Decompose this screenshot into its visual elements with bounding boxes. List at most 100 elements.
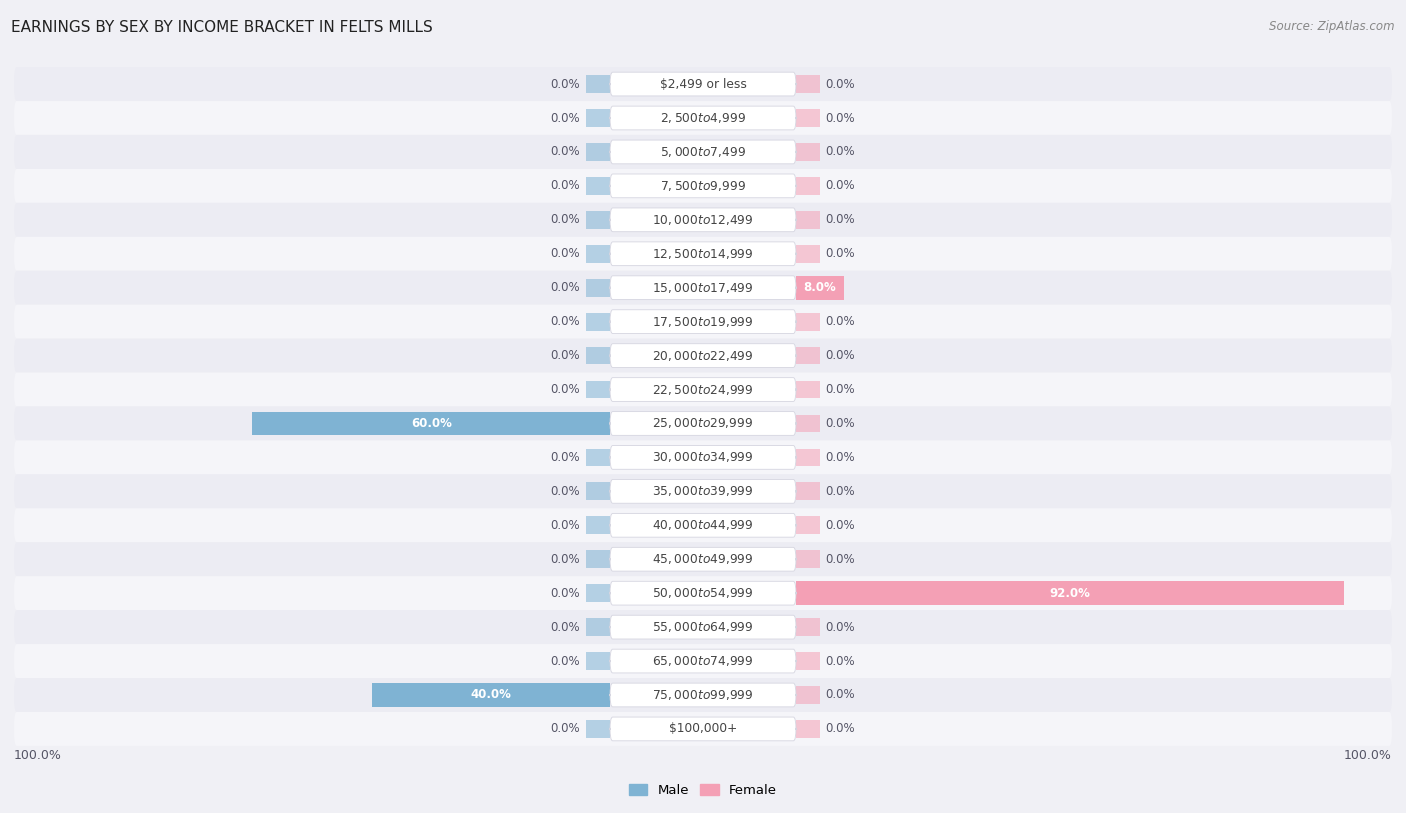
Text: 0.0%: 0.0% <box>825 723 855 736</box>
Text: $35,000 to $39,999: $35,000 to $39,999 <box>652 485 754 498</box>
Bar <box>796 720 820 738</box>
Bar <box>796 143 820 161</box>
Text: 0.0%: 0.0% <box>551 451 581 464</box>
FancyBboxPatch shape <box>610 378 796 402</box>
Text: 0.0%: 0.0% <box>825 111 855 124</box>
Bar <box>586 313 610 331</box>
FancyBboxPatch shape <box>610 140 796 164</box>
Bar <box>796 652 820 670</box>
FancyBboxPatch shape <box>610 581 796 605</box>
Bar <box>586 143 610 161</box>
FancyBboxPatch shape <box>14 169 1392 203</box>
FancyBboxPatch shape <box>610 514 796 537</box>
FancyBboxPatch shape <box>14 305 1392 339</box>
Text: 100.0%: 100.0% <box>1344 749 1392 762</box>
Bar <box>586 720 610 738</box>
Bar <box>796 75 820 93</box>
FancyBboxPatch shape <box>610 649 796 673</box>
Text: $17,500 to $19,999: $17,500 to $19,999 <box>652 315 754 328</box>
Text: Source: ZipAtlas.com: Source: ZipAtlas.com <box>1270 20 1395 33</box>
Text: 0.0%: 0.0% <box>551 587 581 600</box>
Text: 100.0%: 100.0% <box>14 749 62 762</box>
FancyBboxPatch shape <box>610 446 796 469</box>
Text: 0.0%: 0.0% <box>825 77 855 90</box>
FancyBboxPatch shape <box>14 576 1392 610</box>
Bar <box>796 109 820 127</box>
Text: 0.0%: 0.0% <box>825 383 855 396</box>
Text: 0.0%: 0.0% <box>551 77 581 90</box>
Bar <box>796 415 820 433</box>
Bar <box>796 276 844 299</box>
Text: 0.0%: 0.0% <box>825 146 855 159</box>
Text: 0.0%: 0.0% <box>551 383 581 396</box>
Bar <box>586 449 610 467</box>
FancyBboxPatch shape <box>14 203 1392 237</box>
Text: $40,000 to $44,999: $40,000 to $44,999 <box>652 519 754 533</box>
Text: 0.0%: 0.0% <box>825 689 855 702</box>
Legend: Male, Female: Male, Female <box>624 778 782 802</box>
Text: 0.0%: 0.0% <box>551 620 581 633</box>
Bar <box>796 245 820 263</box>
Bar <box>586 516 610 534</box>
Text: 60.0%: 60.0% <box>411 417 451 430</box>
Text: 0.0%: 0.0% <box>825 247 855 260</box>
Bar <box>796 686 820 704</box>
FancyBboxPatch shape <box>14 135 1392 169</box>
FancyBboxPatch shape <box>610 276 796 299</box>
FancyBboxPatch shape <box>14 508 1392 542</box>
FancyBboxPatch shape <box>14 644 1392 678</box>
Bar <box>586 618 610 636</box>
FancyBboxPatch shape <box>610 717 796 741</box>
Text: 0.0%: 0.0% <box>825 213 855 226</box>
Text: $22,500 to $24,999: $22,500 to $24,999 <box>652 383 754 397</box>
Bar <box>586 279 610 297</box>
Text: 0.0%: 0.0% <box>825 315 855 328</box>
FancyBboxPatch shape <box>610 174 796 198</box>
Bar <box>796 550 820 568</box>
Bar <box>586 211 610 228</box>
FancyBboxPatch shape <box>14 678 1392 712</box>
Text: 40.0%: 40.0% <box>471 689 512 702</box>
Bar <box>586 177 610 195</box>
Text: 0.0%: 0.0% <box>825 519 855 532</box>
Bar <box>586 550 610 568</box>
FancyBboxPatch shape <box>610 72 796 96</box>
FancyBboxPatch shape <box>14 542 1392 576</box>
Text: 0.0%: 0.0% <box>551 111 581 124</box>
FancyBboxPatch shape <box>14 406 1392 441</box>
Text: 8.0%: 8.0% <box>803 281 837 294</box>
Text: $10,000 to $12,499: $10,000 to $12,499 <box>652 213 754 227</box>
Text: 0.0%: 0.0% <box>825 349 855 362</box>
Bar <box>586 75 610 93</box>
Text: $65,000 to $74,999: $65,000 to $74,999 <box>652 654 754 668</box>
FancyBboxPatch shape <box>14 712 1392 746</box>
Text: 0.0%: 0.0% <box>825 654 855 667</box>
FancyBboxPatch shape <box>610 411 796 435</box>
Bar <box>586 245 610 263</box>
Bar <box>796 177 820 195</box>
Text: 0.0%: 0.0% <box>551 315 581 328</box>
Bar <box>586 346 610 364</box>
Text: $30,000 to $34,999: $30,000 to $34,999 <box>652 450 754 464</box>
Text: $55,000 to $64,999: $55,000 to $64,999 <box>652 620 754 634</box>
Bar <box>796 380 820 398</box>
Bar <box>796 581 1344 605</box>
Text: 0.0%: 0.0% <box>551 180 581 193</box>
Text: $2,499 or less: $2,499 or less <box>659 77 747 90</box>
Text: $2,500 to $4,999: $2,500 to $4,999 <box>659 111 747 125</box>
Text: $15,000 to $17,499: $15,000 to $17,499 <box>652 280 754 294</box>
Text: 0.0%: 0.0% <box>825 620 855 633</box>
Bar <box>796 313 820 331</box>
FancyBboxPatch shape <box>610 480 796 503</box>
FancyBboxPatch shape <box>14 610 1392 644</box>
Text: $25,000 to $29,999: $25,000 to $29,999 <box>652 416 754 430</box>
Text: 0.0%: 0.0% <box>825 485 855 498</box>
Text: 0.0%: 0.0% <box>551 654 581 667</box>
FancyBboxPatch shape <box>610 683 796 706</box>
Bar <box>796 618 820 636</box>
FancyBboxPatch shape <box>610 615 796 639</box>
Bar <box>586 482 610 500</box>
FancyBboxPatch shape <box>14 441 1392 474</box>
Bar <box>586 585 610 602</box>
Text: 0.0%: 0.0% <box>551 213 581 226</box>
